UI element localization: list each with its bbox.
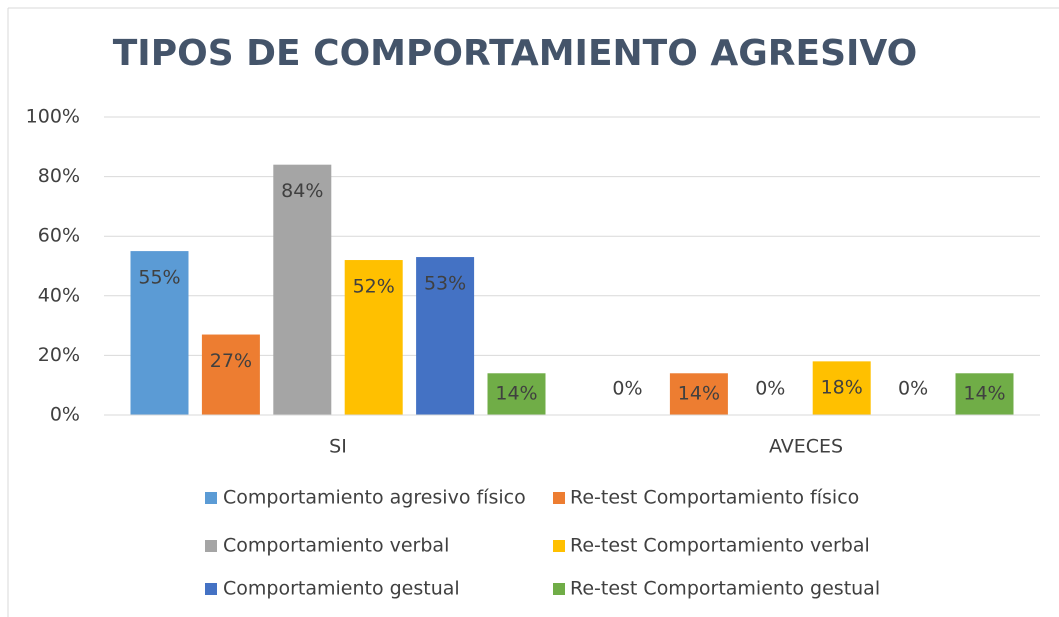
legend-swatch bbox=[553, 583, 565, 595]
chart-title: TIPOS DE COMPORTAMIENTO AGRESIVO bbox=[113, 33, 917, 74]
x-tick-label: SI bbox=[329, 436, 347, 458]
bar bbox=[955, 373, 1014, 415]
y-tick-label: 40% bbox=[38, 284, 80, 306]
legend-swatch bbox=[553, 492, 565, 504]
data-label: 52% bbox=[353, 276, 395, 298]
data-label: 14% bbox=[495, 383, 537, 405]
legend-swatch bbox=[553, 540, 565, 552]
legend-label: Comportamiento verbal bbox=[223, 535, 449, 557]
y-tick-label: 20% bbox=[38, 344, 80, 366]
x-tick-label: AVECES bbox=[769, 436, 843, 458]
y-tick-label: 0% bbox=[50, 404, 80, 426]
bar bbox=[416, 257, 475, 415]
data-label: 53% bbox=[424, 273, 466, 295]
bar bbox=[344, 260, 403, 415]
legend-label: Re-test Comportamiento gestual bbox=[570, 578, 880, 600]
data-label: 18% bbox=[821, 377, 863, 399]
data-label: 14% bbox=[678, 383, 720, 405]
legend-swatch bbox=[205, 492, 217, 504]
legend-label: Comportamiento gestual bbox=[223, 578, 460, 600]
legend-swatch bbox=[205, 583, 217, 595]
legend-label: Comportamiento agresivo físico bbox=[223, 487, 526, 509]
y-tick-label: 100% bbox=[26, 106, 80, 128]
data-label: 0% bbox=[898, 378, 928, 400]
data-label: 55% bbox=[138, 267, 180, 289]
bar bbox=[130, 251, 189, 415]
data-label: 0% bbox=[612, 378, 642, 400]
y-tick-label: 60% bbox=[38, 225, 80, 247]
legend-label: Re-test Comportamiento verbal bbox=[570, 535, 870, 557]
data-label: 14% bbox=[963, 383, 1005, 405]
bar bbox=[669, 373, 728, 415]
legend-label: Re-test Comportamiento físico bbox=[570, 487, 859, 509]
legend-swatch bbox=[205, 540, 217, 552]
bar bbox=[487, 373, 546, 415]
data-label: 27% bbox=[210, 350, 252, 372]
bar bbox=[273, 164, 332, 415]
bar bbox=[201, 334, 260, 415]
data-label: 84% bbox=[281, 180, 323, 202]
data-label: 0% bbox=[755, 378, 785, 400]
y-tick-label: 80% bbox=[38, 165, 80, 187]
bar bbox=[812, 361, 871, 415]
